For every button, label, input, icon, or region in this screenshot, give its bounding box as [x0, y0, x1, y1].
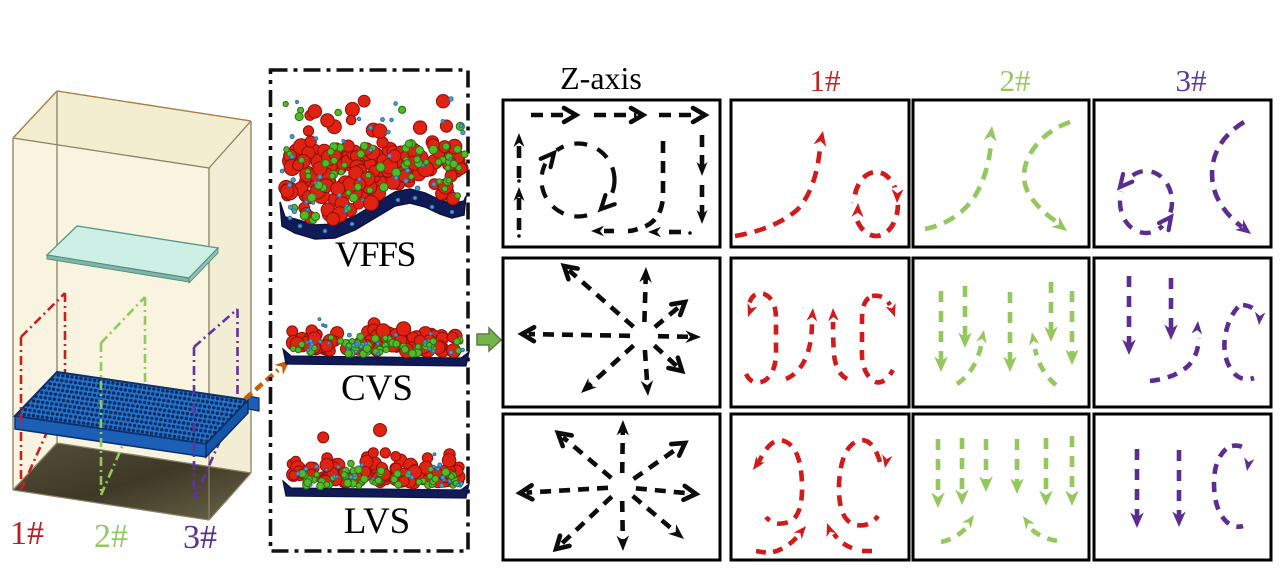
svg-text:CVS: CVS: [341, 368, 413, 409]
svg-text:LVS: LVS: [344, 501, 411, 542]
svg-text:VFFS: VFFS: [335, 234, 415, 274]
svg-text:2#: 2#: [94, 518, 128, 555]
svg-text:Z-axis: Z-axis: [560, 60, 642, 96]
svg-text:3#: 3#: [183, 519, 217, 556]
svg-text:3#: 3#: [1176, 63, 1207, 98]
svg-text:2#: 2#: [1000, 63, 1031, 98]
svg-text:1#: 1#: [810, 63, 841, 98]
svg-text:1#: 1#: [10, 515, 44, 552]
